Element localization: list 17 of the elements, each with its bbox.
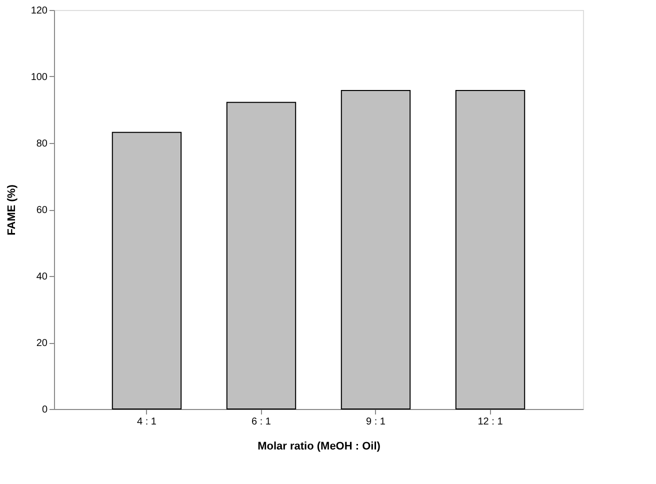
x-tick-label: 9 : 1 [366, 416, 386, 428]
y-tick-label: 80 [36, 138, 48, 150]
y-axis-title: FAME (%) [6, 184, 18, 236]
bar [340, 90, 411, 410]
y-tick-label: 60 [36, 205, 48, 216]
bar [112, 132, 182, 410]
x-tick-label: 12 : 1 [478, 416, 504, 428]
x-tick-label: 4 : 1 [137, 416, 157, 428]
y-tick-label: 40 [36, 272, 48, 282]
y-tick-label: 120 [30, 6, 48, 16]
bar [226, 102, 296, 410]
y-tick-label: 20 [36, 338, 48, 349]
x-axis-title: Molar ratio (MeOH : Oil) [258, 440, 381, 452]
y-tick-label: 100 [30, 72, 48, 83]
bar [455, 90, 526, 410]
x-tick-label: 6 : 1 [252, 416, 272, 428]
y-tick-label: 0 [42, 404, 48, 416]
